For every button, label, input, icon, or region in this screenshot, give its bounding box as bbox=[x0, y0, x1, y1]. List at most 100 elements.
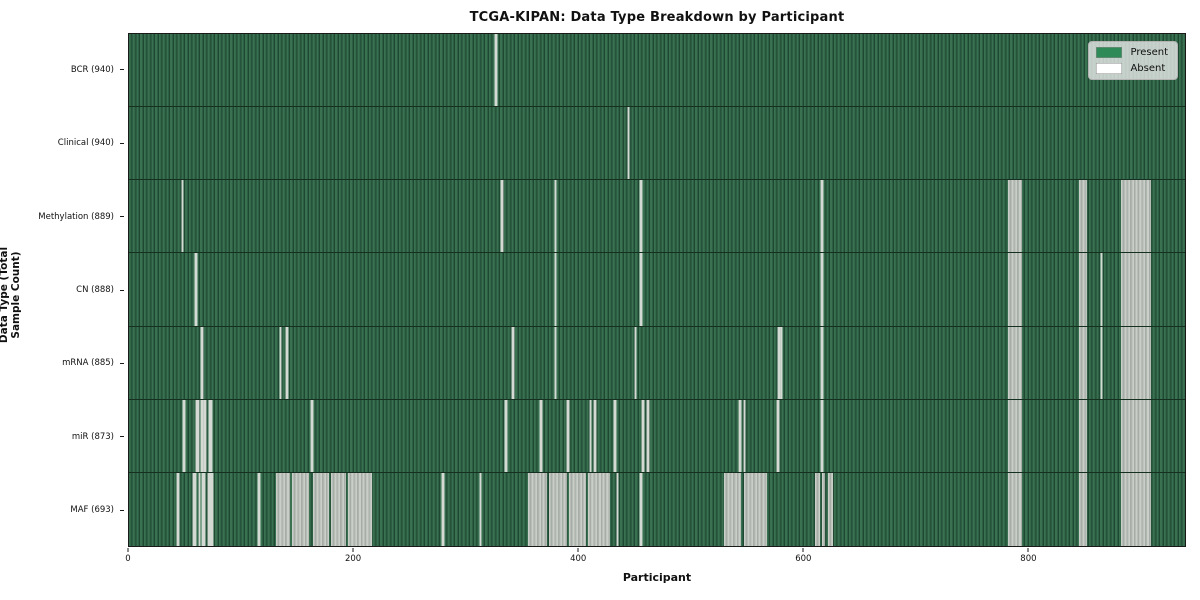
absent-stripe bbox=[182, 399, 185, 472]
absent-stripe bbox=[258, 472, 260, 546]
absent-stripe bbox=[646, 399, 649, 472]
heatmap-row-mir bbox=[129, 399, 1185, 473]
absent-stripe bbox=[1007, 472, 1023, 546]
absent-stripe bbox=[821, 399, 823, 472]
absent-stripe bbox=[815, 472, 820, 546]
y-tick-label: miR (873) bbox=[71, 431, 114, 442]
legend-swatch bbox=[1096, 47, 1123, 58]
x-tick-label: 0 bbox=[125, 554, 131, 564]
x-tick-label: 800 bbox=[1020, 554, 1037, 564]
legend-item-present: Present bbox=[1096, 47, 1168, 58]
absent-stripe bbox=[589, 399, 592, 472]
absent-stripe bbox=[495, 34, 497, 107]
absent-stripe bbox=[500, 180, 503, 253]
absent-stripe bbox=[279, 326, 282, 399]
absent-stripe bbox=[640, 253, 642, 326]
x-tick-mark bbox=[577, 548, 579, 552]
y-tick-mark bbox=[120, 509, 124, 511]
absent-stripe bbox=[1007, 253, 1023, 326]
y-tick-mark bbox=[120, 362, 124, 364]
x-axis-ticks: 0 200 400 600 800 bbox=[125, 547, 1186, 577]
absent-stripe bbox=[821, 253, 823, 326]
absent-stripe bbox=[588, 472, 610, 546]
absent-stripe bbox=[780, 326, 782, 399]
legend-label: Present bbox=[1130, 47, 1168, 58]
plot-area: Present Absent bbox=[128, 33, 1186, 547]
x-tick-mark bbox=[1027, 548, 1029, 552]
absent-stripe bbox=[196, 399, 199, 472]
absent-stripe bbox=[777, 399, 779, 472]
absent-stripe bbox=[724, 472, 742, 546]
absent-stripe bbox=[479, 472, 482, 546]
absent-stripe bbox=[310, 399, 313, 472]
absent-stripe bbox=[1079, 180, 1088, 253]
absent-stripe bbox=[1007, 399, 1023, 472]
x-tick-mark bbox=[802, 548, 804, 552]
absent-stripe bbox=[1079, 472, 1088, 546]
heatmap-row-maf bbox=[129, 472, 1185, 546]
y-tick-label: Clinical (940) bbox=[57, 138, 114, 149]
absent-stripe bbox=[505, 399, 507, 472]
absent-stripe bbox=[200, 326, 203, 399]
absent-stripe bbox=[331, 472, 346, 546]
absent-stripe bbox=[1079, 253, 1088, 326]
heatmap-row-methylation bbox=[129, 180, 1185, 254]
y-axis-tick-labels: BCR (940) Clinical (940) Methylation (889)… bbox=[0, 33, 124, 547]
y-tick-mark bbox=[120, 142, 124, 144]
y-tick-label: Methylation (889) bbox=[38, 211, 114, 222]
y-tick-label: mRNA (885) bbox=[62, 358, 114, 369]
absent-stripe bbox=[291, 472, 309, 546]
absent-stripe bbox=[1079, 399, 1088, 472]
x-axis-title: Participant bbox=[622, 571, 692, 584]
absent-stripe bbox=[527, 472, 547, 546]
absent-stripe bbox=[821, 180, 823, 253]
absent-stripe bbox=[512, 326, 514, 399]
absent-stripe bbox=[554, 180, 557, 253]
heatmap-rows bbox=[129, 34, 1185, 546]
y-tick-label: CN (888) bbox=[76, 285, 114, 295]
y-tick-mark bbox=[120, 216, 124, 218]
absent-stripe bbox=[627, 107, 630, 180]
absent-stripe bbox=[778, 326, 780, 399]
absent-stripe bbox=[276, 472, 290, 546]
legend: Present Absent bbox=[1088, 41, 1178, 80]
absent-stripe bbox=[207, 472, 213, 546]
absent-stripe bbox=[739, 399, 741, 472]
absent-stripe bbox=[743, 399, 746, 472]
absent-stripe bbox=[198, 472, 201, 546]
absent-stripe bbox=[177, 472, 179, 546]
absent-stripe bbox=[313, 472, 329, 546]
x-tick-mark bbox=[352, 548, 354, 552]
absent-stripe bbox=[204, 399, 206, 472]
absent-stripe bbox=[616, 472, 619, 546]
absent-stripe bbox=[549, 472, 568, 546]
heatmap-row-bcr bbox=[129, 34, 1185, 108]
absent-stripe bbox=[348, 472, 372, 546]
x-tick-label: 200 bbox=[344, 554, 362, 564]
absent-stripe bbox=[554, 253, 557, 326]
absent-stripe bbox=[567, 399, 569, 472]
absent-stripe bbox=[1120, 472, 1152, 546]
absent-stripe bbox=[1120, 180, 1152, 253]
absent-stripe bbox=[193, 472, 196, 546]
legend-label: Absent bbox=[1130, 63, 1166, 74]
legend-swatch bbox=[1096, 63, 1123, 74]
absent-stripe bbox=[614, 399, 616, 472]
y-tick-mark bbox=[120, 289, 124, 291]
legend-item-absent: Absent bbox=[1096, 63, 1168, 74]
absent-stripe bbox=[554, 326, 557, 399]
absent-stripe bbox=[1007, 326, 1023, 399]
y-tick-mark bbox=[120, 436, 124, 438]
absent-stripe bbox=[200, 399, 203, 472]
heatmap-row-cn bbox=[129, 253, 1185, 327]
absent-stripe bbox=[594, 399, 596, 472]
heatmap-row-clinical bbox=[129, 107, 1185, 181]
absent-stripe bbox=[442, 472, 445, 546]
absent-stripe bbox=[569, 472, 587, 546]
absent-stripe bbox=[821, 326, 823, 399]
chart-title: TCGA-KIPAN: Data Type Breakdown by Parti… bbox=[469, 10, 845, 25]
absent-stripe bbox=[1120, 253, 1152, 326]
absent-stripe bbox=[642, 399, 645, 472]
absent-stripe bbox=[1100, 253, 1103, 326]
